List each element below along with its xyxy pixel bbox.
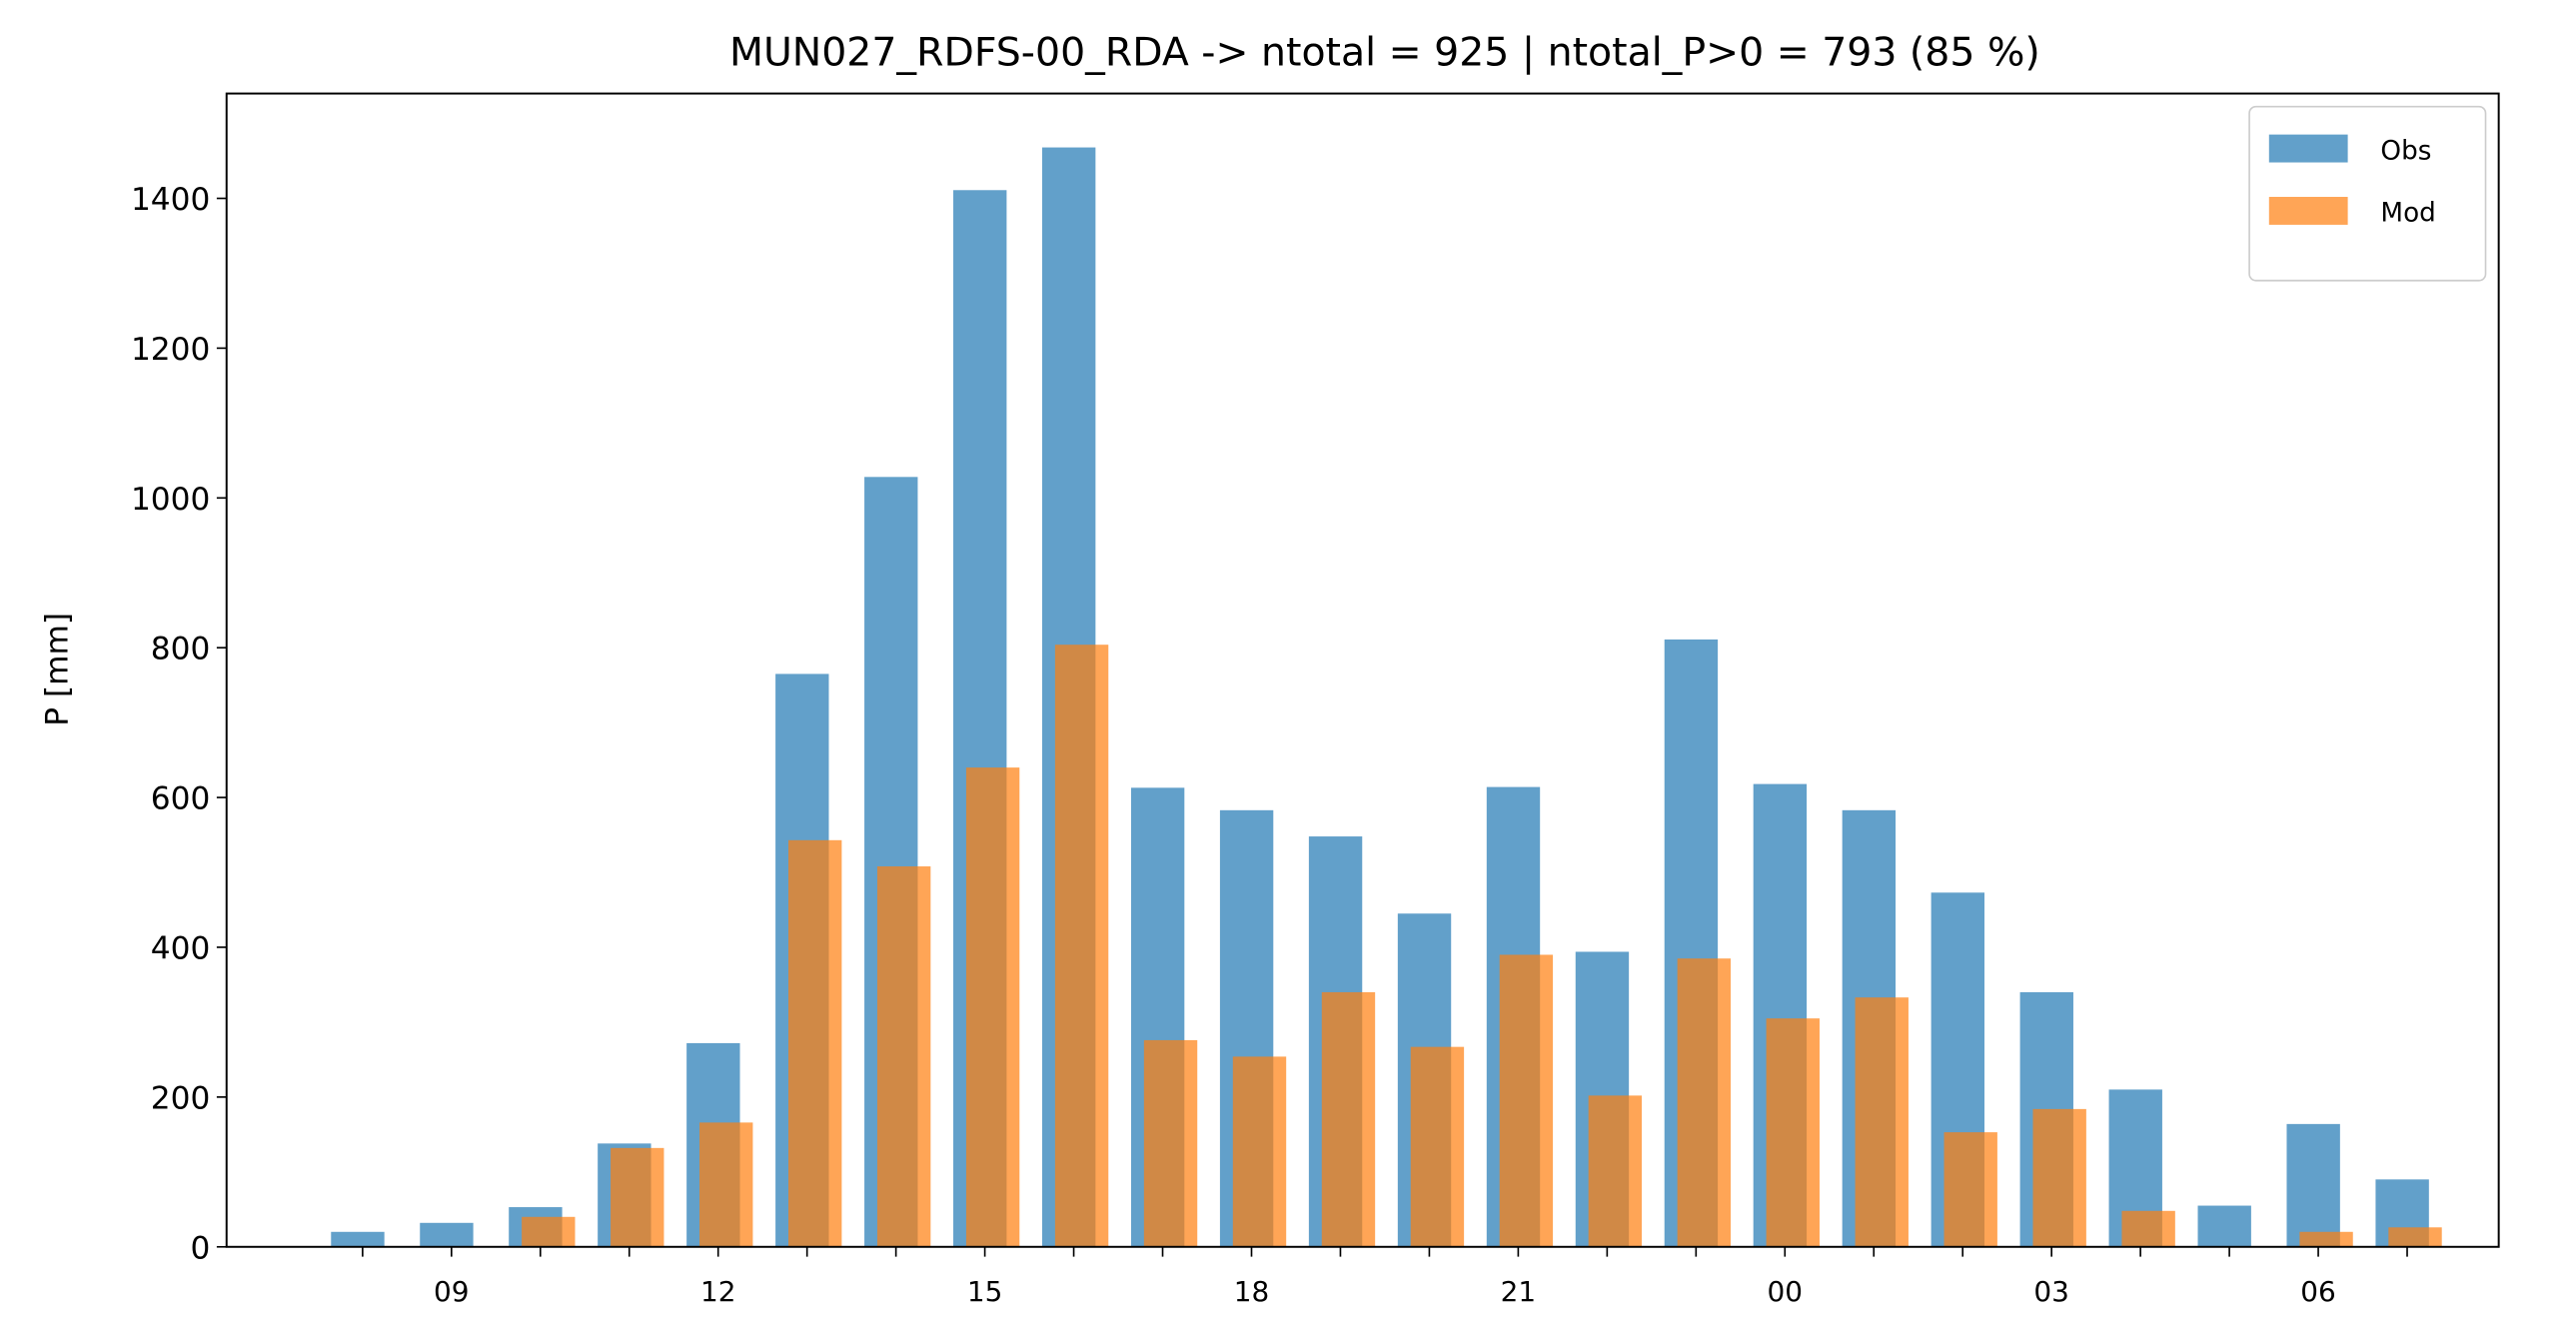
- bar: [1054, 645, 1109, 1247]
- bar: [522, 1216, 576, 1247]
- legend-frame: [2248, 105, 2487, 282]
- y-tick-label: 1000: [131, 482, 210, 518]
- y-tick-label: 400: [151, 930, 211, 966]
- bar: [2286, 1123, 2340, 1247]
- legend-label: Obs: [2380, 136, 2431, 166]
- bar: [787, 839, 842, 1247]
- bar: [2388, 1227, 2442, 1247]
- x-tick-label: 21: [1501, 1275, 1537, 1308]
- bar: [1855, 997, 1909, 1247]
- legend-label: Mod: [2380, 199, 2435, 229]
- bar: [2299, 1231, 2353, 1247]
- y-tick-label: 800: [151, 632, 211, 668]
- y-axis-label: P [mm]: [39, 613, 75, 726]
- bar: [1677, 958, 1732, 1247]
- bar: [1588, 1095, 1643, 1247]
- x-tick-label: 18: [1234, 1275, 1270, 1308]
- bar: [2197, 1205, 2251, 1247]
- bar: [1943, 1132, 1997, 1247]
- bar: [2032, 1108, 2086, 1247]
- x-tick-label: 09: [434, 1275, 470, 1308]
- legend-swatch: [2268, 134, 2348, 163]
- bar: [2121, 1210, 2175, 1247]
- bar: [1143, 1039, 1198, 1247]
- y-tick-label: 1200: [131, 332, 210, 368]
- bar: [1321, 991, 1376, 1247]
- bar: [1232, 1056, 1287, 1247]
- y-tick-label: 600: [151, 781, 211, 817]
- legend: Obs Mod: [2248, 105, 2487, 282]
- bar: [420, 1222, 474, 1247]
- bar: [331, 1231, 385, 1247]
- x-tick-label: 15: [967, 1275, 1003, 1308]
- bar: [1410, 1046, 1465, 1247]
- y-tick-label: 1400: [131, 182, 210, 218]
- plot-frame: [225, 92, 2500, 1248]
- x-tick-label: 12: [700, 1275, 736, 1308]
- y-tick-label: 0: [190, 1230, 210, 1266]
- bar: [1499, 954, 1554, 1247]
- x-tick-label: 03: [2033, 1275, 2069, 1308]
- x-tick-label: 06: [2300, 1275, 2336, 1308]
- x-tick-label: 00: [1768, 1275, 1804, 1308]
- y-tick-label: 200: [151, 1080, 211, 1116]
- bar: [699, 1122, 753, 1247]
- bar: [876, 866, 931, 1247]
- bar: [1766, 1018, 1820, 1247]
- chart-title: MUN027_RDFS-00_RDA -> ntotal = 925 | nto…: [729, 30, 2040, 76]
- bar: [965, 767, 1020, 1247]
- legend-swatch: [2268, 197, 2348, 225]
- bar: [611, 1147, 664, 1247]
